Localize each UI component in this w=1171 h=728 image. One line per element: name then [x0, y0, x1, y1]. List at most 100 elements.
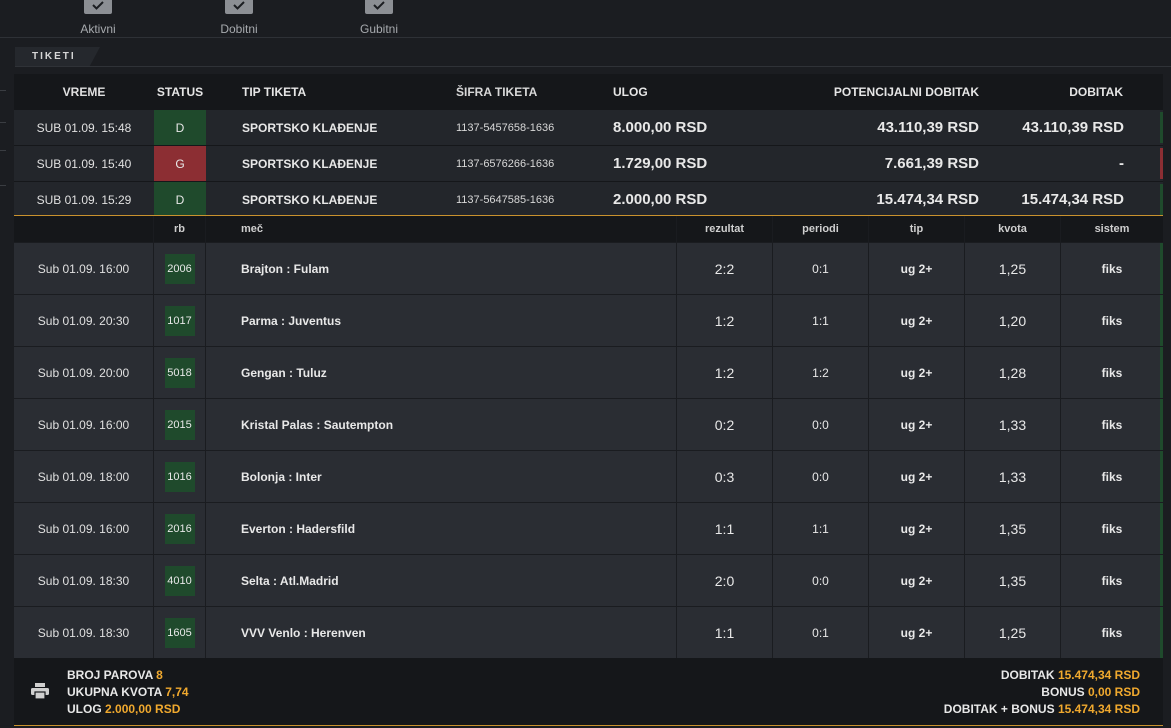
- ticket-type: SPORTSKO KLAĐENJE: [242, 120, 378, 135]
- ticket-type: SPORTSKO KLAĐENJE: [242, 192, 378, 207]
- header-time: VREME: [62, 84, 106, 99]
- header-periods: periodi: [772, 216, 868, 242]
- ticket-time: SUB 01.09. 15:40: [36, 156, 132, 171]
- match-result: 1:2: [676, 294, 772, 347]
- match-rb-badge: 2006: [164, 253, 195, 284]
- match-rb-cell: 2016: [153, 502, 206, 555]
- ticket-row[interactable]: SUB 01.09. 15:48 D SPORTSKO KLAĐENJE 1137-5…: [14, 109, 1163, 145]
- match-tip: ug 2+: [868, 346, 964, 399]
- status-badge: D: [154, 182, 206, 217]
- header-type: TIP TIKETA: [242, 84, 307, 99]
- match-name: Bolonja : Inter: [241, 469, 322, 484]
- match-tip: ug 2+: [868, 242, 964, 295]
- match-result: 2:2: [676, 242, 772, 295]
- section-title: TIKETI: [15, 47, 100, 66]
- divider: [15, 66, 1171, 67]
- status-badge: G: [154, 146, 206, 181]
- match-time: Sub 01.09. 18:30: [37, 573, 130, 588]
- match-periods: 0:1: [772, 606, 868, 659]
- match-row: Sub 01.09. 16:00 2006 Brajton : Fulam 2:2 0:…: [14, 242, 1163, 295]
- status-stripe: [1160, 243, 1163, 295]
- status-stripe: [1160, 347, 1163, 399]
- status-stripe: [1160, 399, 1163, 451]
- filter-active[interactable]: Aktivni: [71, 0, 125, 36]
- match-row: Sub 01.09. 18:30 4010 Selta : Atl.Madrid 2:…: [14, 554, 1163, 607]
- match-odds: 1,20: [964, 294, 1060, 347]
- summary-win-bonus: DOBITAK + BONUS 15.474,34 RSD: [943, 702, 1140, 716]
- match-tip: ug 2+: [868, 398, 964, 451]
- header-code: ŠIFRA TIKETA: [456, 84, 538, 99]
- ticket-stake: 8.000,00 RSD: [613, 119, 708, 136]
- ticket-stake: 2.000,00 RSD: [613, 191, 708, 208]
- filter-winning[interactable]: Dobitni: [212, 0, 266, 36]
- match-name: Parma : Juventus: [241, 313, 342, 328]
- match-periods: 0:0: [772, 450, 868, 503]
- match-system: fiks: [1060, 294, 1163, 347]
- match-odds: 1,25: [964, 242, 1060, 295]
- match-rb-cell: 4010: [153, 554, 206, 607]
- ticket-filters: Aktivni Dobitni Gubitni: [0, 0, 1171, 38]
- match-system: fiks: [1060, 346, 1163, 399]
- header-potential: POTENCIJALNI DOBITAK: [833, 84, 979, 99]
- matches-table: rb meč rezultat periodi tip kvota sistem…: [14, 215, 1163, 659]
- match-tip: ug 2+: [868, 554, 964, 607]
- match-result: 1:1: [676, 606, 772, 659]
- ticket-code: 1137-6576266-1636: [456, 157, 555, 170]
- ticket-potential: 7.661,39 RSD: [884, 155, 979, 172]
- ticket-time: SUB 01.09. 15:29: [36, 192, 132, 207]
- match-time: Sub 01.09. 16:00: [37, 521, 130, 536]
- match-periods: 1:1: [772, 294, 868, 347]
- match-result: 1:2: [676, 346, 772, 399]
- header-system: sistem: [1060, 216, 1163, 242]
- filter-label: Gubitni: [359, 22, 399, 36]
- filter-label: Dobitni: [220, 22, 258, 36]
- printer-icon[interactable]: [31, 683, 49, 702]
- header-stake: ULOG: [613, 84, 648, 99]
- match-rb-badge: 1016: [164, 461, 195, 492]
- summary-bonus: BONUS 0,00 RSD: [1041, 685, 1140, 699]
- ticket-code: 1137-5457658-1636: [456, 121, 555, 134]
- match-rb-badge: 1017: [164, 305, 195, 336]
- match-rb-cell: 2006: [153, 242, 206, 295]
- match-name: Selta : Atl.Madrid: [241, 573, 339, 588]
- match-rb-cell: 2015: [153, 398, 206, 451]
- ticket-code: 1137-5647585-1636: [456, 193, 555, 206]
- ticket-win: 43.110,39 RSD: [1022, 119, 1124, 136]
- match-rb-cell: 1605: [153, 606, 206, 659]
- match-odds: 1,28: [964, 346, 1060, 399]
- checkbox-icon[interactable]: [84, 0, 112, 14]
- checkbox-icon[interactable]: [365, 0, 393, 14]
- match-time: Sub 01.09. 18:30: [37, 625, 130, 640]
- ticket-stake: 1.729,00 RSD: [613, 155, 708, 172]
- match-time: Sub 01.09. 20:30: [37, 313, 130, 328]
- filter-losing[interactable]: Gubitni: [352, 0, 406, 36]
- checkbox-icon[interactable]: [225, 0, 253, 14]
- match-name: Gengan : Tuluz: [241, 365, 327, 380]
- match-system: fiks: [1060, 242, 1163, 295]
- match-system: fiks: [1060, 606, 1163, 659]
- summary-stake: ULOG 2.000,00 RSD: [67, 702, 181, 716]
- status-stripe: [1160, 295, 1163, 347]
- header-result: rezultat: [676, 216, 772, 242]
- match-odds: 1,35: [964, 502, 1060, 555]
- match-result: 0:3: [676, 450, 772, 503]
- summary-win: DOBITAK 15.474,34 RSD: [1000, 668, 1140, 682]
- ticket-row[interactable]: SUB 01.09. 15:29 D SPORTSKO KLAĐENJE 1137-5…: [14, 181, 1163, 217]
- match-odds: 1,35: [964, 554, 1060, 607]
- match-name: Kristal Palas : Sautempton: [241, 417, 394, 432]
- match-system: fiks: [1060, 502, 1163, 555]
- status-stripe: [1160, 148, 1163, 179]
- summary-right: DOBITAK 15.474,34 RSD BONUS 0,00 RSD DOB…: [944, 667, 1140, 718]
- status-stripe: [1160, 555, 1163, 607]
- match-time: Sub 01.09. 16:00: [37, 417, 130, 432]
- header-match: meč: [241, 223, 264, 235]
- filter-label: Aktivni: [80, 22, 116, 36]
- ticket-row[interactable]: SUB 01.09. 15:40 G SPORTSKO KLAĐENJE 1137-6…: [14, 145, 1163, 181]
- header-rb: rb: [153, 216, 206, 242]
- match-rb-cell: 5018: [153, 346, 206, 399]
- ticket-type: SPORTSKO KLAĐENJE: [242, 156, 378, 171]
- status-stripe: [1160, 607, 1163, 659]
- match-rb-badge: 4010: [164, 565, 195, 596]
- header-win: DOBITAK: [1069, 84, 1123, 99]
- match-rb-cell: 1017: [153, 294, 206, 347]
